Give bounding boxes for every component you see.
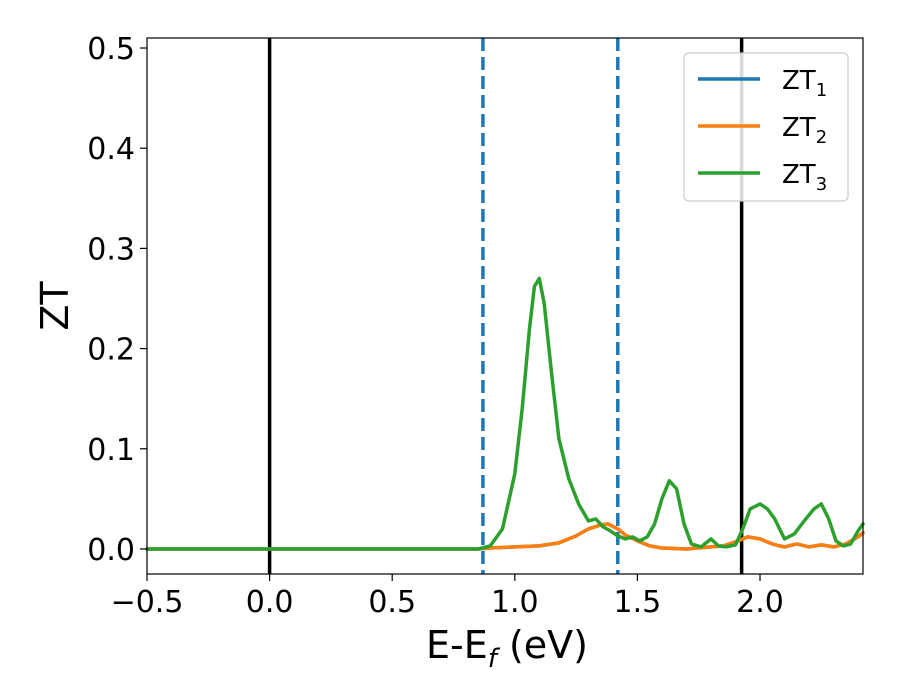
series-line-3 [145,276,865,551]
legend-label-1: ZT1 [782,66,827,101]
legend: ZT1 ZT2 ZT3 [683,52,849,202]
reference-lines [267,38,744,574]
x-tick-label: 1.0 [491,585,539,620]
x-axis-title: E-Ef (eV) [426,623,588,674]
y-tick-label: 0.5 [87,32,135,67]
x-tick-label: 2.0 [736,585,784,620]
y-axis-title: ZT [33,281,77,331]
y-tick-label: 0.3 [87,232,135,267]
x-tick-label: 0.0 [246,585,294,620]
y-tick-label: 0.0 [87,533,135,568]
legend-label-2: ZT2 [782,113,827,148]
y-tick-label: 0.4 [87,132,135,167]
y-axis-ticks: 0.0 0.1 0.2 0.3 0.4 0.5 [87,32,147,568]
y-tick-label: 0.2 [87,333,135,368]
x-axis-ticks: −0.5 0.0 0.5 1.0 1.5 2.0 [111,574,784,620]
x-tick-label: 0.5 [368,585,416,620]
x-tick-label: −0.5 [111,585,184,620]
plot-frame [146,37,864,575]
series-line-2 [145,522,865,551]
legend-label-3: ZT3 [782,160,827,195]
series-lines [145,276,865,551]
y-tick-label: 0.1 [87,433,135,468]
legend-box [683,52,849,202]
x-tick-label: 1.5 [614,585,662,620]
